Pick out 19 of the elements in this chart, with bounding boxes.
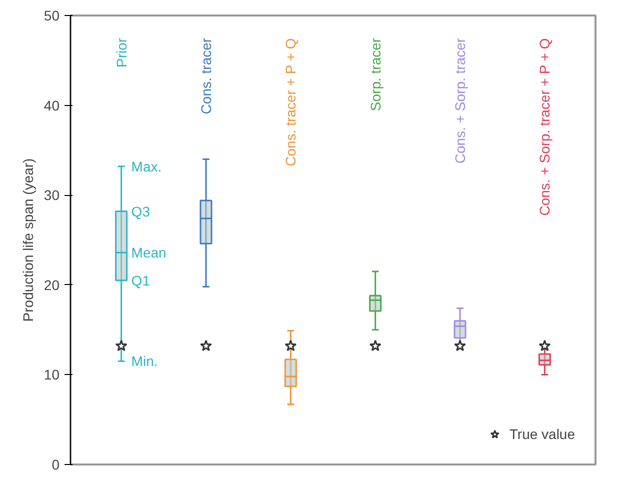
annotation: Max. (131, 158, 162, 174)
x-tick-label: Cons. tracer + P + Q (282, 38, 299, 166)
y-tick-label: 30 (44, 187, 60, 204)
y-tick-label: 20 (44, 276, 60, 293)
annotation: Q1 (131, 272, 150, 288)
annotation: Mean (131, 244, 166, 261)
x-tick-label: Cons. + Sorp. tracer + P + Q (536, 38, 553, 216)
annotation: Q3 (131, 203, 150, 220)
annotation: Min. (131, 353, 158, 370)
x-tick-label: Sorp. tracer (367, 38, 384, 112)
x-tick-label: Prior (113, 38, 130, 68)
x-tick-label: Cons. tracer (198, 38, 214, 114)
y-tick-label: 10 (44, 366, 60, 383)
legend-label: True value (509, 426, 575, 442)
x-tick-label: Cons. + Sorp. tracer (452, 38, 468, 164)
y-tick-label: 40 (44, 97, 60, 114)
y-tick-label: 50 (44, 8, 60, 24)
y-tick-label: 0 (52, 456, 60, 472)
y-axis-title: Production life span (year) (20, 158, 36, 322)
